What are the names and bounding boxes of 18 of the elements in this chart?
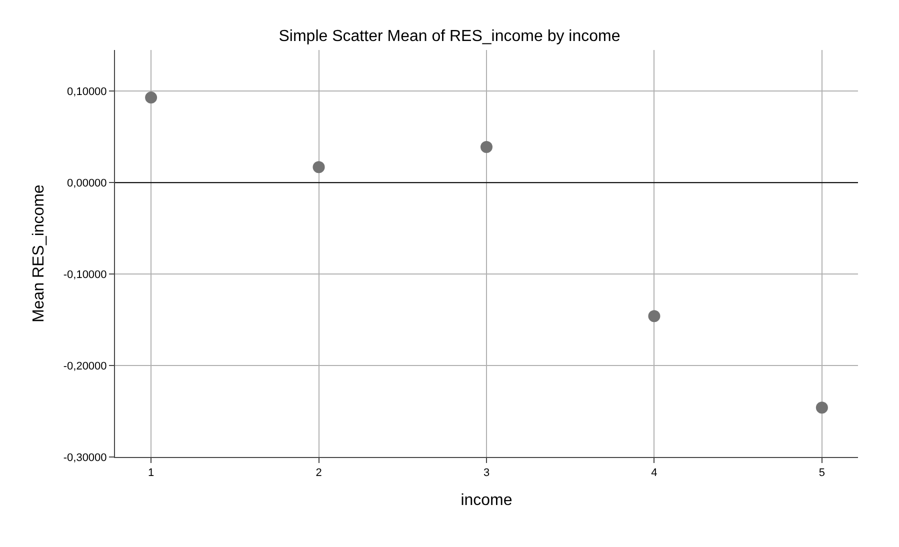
- point: [648, 310, 660, 322]
- point: [145, 92, 158, 104]
- chart-title: Simple Scatter Mean of RES_income by income: [278, 28, 620, 46]
- y-tick-label: -0,10000: [63, 268, 107, 281]
- x-tick-label: 4: [651, 467, 658, 480]
- y-tick-label: -0,30000: [63, 452, 107, 464]
- x-axis-title: income: [460, 492, 512, 509]
- point: [816, 402, 828, 414]
- y-tick-label: -0,20000: [63, 360, 107, 372]
- y-axis-title: Mean RES_income: [30, 184, 48, 322]
- x-tick-label: 5: [818, 467, 826, 480]
- point: [480, 140, 492, 153]
- x-tick-label: 2: [316, 467, 322, 480]
- point: [312, 161, 325, 174]
- x-tick-label: 1: [148, 467, 154, 480]
- y-tick-label: 0,00000: [67, 177, 107, 190]
- y-tick-label: 0,10000: [67, 86, 107, 98]
- x-tick-label: 3: [483, 467, 490, 480]
